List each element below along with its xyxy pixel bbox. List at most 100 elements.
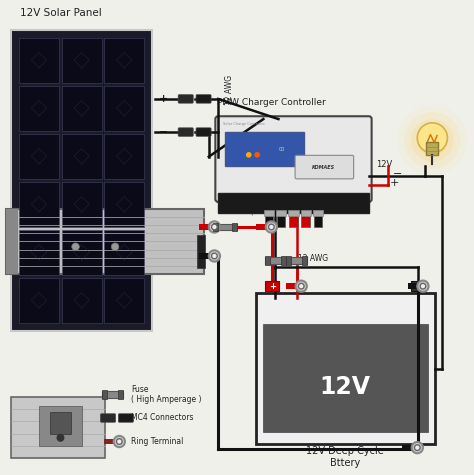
Circle shape: [420, 284, 426, 289]
Circle shape: [72, 243, 79, 250]
Bar: [265, 211, 273, 228]
Bar: [62, 278, 101, 323]
Bar: [263, 323, 428, 432]
FancyBboxPatch shape: [118, 414, 134, 422]
Bar: [39, 406, 82, 446]
Bar: [301, 211, 310, 228]
Bar: [19, 278, 59, 323]
Bar: [19, 230, 59, 275]
Bar: [6, 209, 18, 275]
Text: 12 AWG: 12 AWG: [298, 254, 328, 263]
Bar: [19, 86, 59, 131]
Bar: [104, 439, 115, 444]
Bar: [286, 284, 297, 289]
Circle shape: [417, 125, 447, 155]
Bar: [402, 445, 412, 450]
Text: −: −: [392, 169, 402, 179]
Bar: [286, 256, 291, 265]
Bar: [50, 412, 71, 434]
Bar: [264, 210, 274, 216]
Circle shape: [255, 152, 260, 158]
Text: +: +: [390, 178, 400, 188]
Bar: [289, 211, 298, 228]
Circle shape: [211, 224, 217, 230]
Bar: [19, 133, 59, 179]
Bar: [426, 142, 438, 155]
Text: Fuse
( High Amperage ): Fuse ( High Amperage ): [131, 385, 201, 404]
Circle shape: [117, 439, 122, 444]
FancyBboxPatch shape: [100, 414, 116, 422]
Bar: [104, 86, 144, 131]
Bar: [104, 133, 144, 179]
Circle shape: [209, 250, 220, 262]
Bar: [102, 390, 107, 399]
Text: 12 AWG: 12 AWG: [225, 75, 234, 105]
Bar: [314, 211, 322, 228]
Bar: [277, 211, 285, 228]
Bar: [411, 281, 425, 291]
Circle shape: [246, 152, 252, 158]
Bar: [6, 209, 204, 275]
Bar: [225, 132, 303, 166]
Bar: [213, 223, 218, 231]
Bar: [265, 257, 286, 264]
FancyBboxPatch shape: [178, 128, 193, 136]
Bar: [11, 29, 152, 331]
Text: 00: 00: [279, 147, 285, 152]
Bar: [104, 278, 144, 323]
Bar: [11, 397, 105, 458]
FancyBboxPatch shape: [178, 95, 193, 103]
Bar: [276, 210, 286, 216]
Bar: [286, 257, 307, 264]
Bar: [408, 284, 418, 289]
Circle shape: [417, 123, 447, 153]
Circle shape: [111, 243, 119, 250]
Circle shape: [211, 253, 217, 259]
Bar: [200, 253, 210, 259]
Text: PMW Charger Controller: PMW Charger Controller: [217, 98, 325, 107]
Bar: [62, 230, 101, 275]
Bar: [104, 230, 144, 275]
Text: −: −: [159, 127, 169, 137]
Text: +: +: [159, 94, 169, 104]
Circle shape: [411, 119, 454, 162]
Bar: [256, 224, 267, 230]
Bar: [213, 224, 237, 230]
Text: 12V Solar Panel: 12V Solar Panel: [19, 8, 101, 18]
Text: 12V Power Inverter: 12V Power Inverter: [17, 280, 103, 289]
Circle shape: [299, 284, 304, 289]
Text: Solar Charge Controller: Solar Charge Controller: [223, 122, 265, 126]
Bar: [19, 38, 59, 83]
FancyBboxPatch shape: [196, 128, 211, 136]
Text: Ring Terminal: Ring Terminal: [131, 437, 183, 446]
Bar: [104, 181, 144, 227]
Text: KOMAES: KOMAES: [312, 165, 335, 170]
Bar: [218, 192, 369, 213]
Bar: [313, 210, 323, 216]
Circle shape: [114, 436, 125, 447]
Text: −: −: [415, 282, 422, 291]
Circle shape: [56, 434, 64, 442]
Text: +: +: [269, 282, 276, 291]
FancyBboxPatch shape: [196, 95, 211, 103]
Bar: [281, 256, 286, 265]
Bar: [104, 38, 144, 83]
Bar: [62, 181, 101, 227]
Circle shape: [417, 281, 428, 292]
Bar: [256, 293, 435, 444]
Bar: [265, 281, 279, 291]
Bar: [288, 210, 299, 216]
Circle shape: [269, 224, 274, 230]
Text: AWG depends on the size of the
Inverter(usually ≥ 4 AWG): AWG depends on the size of the Inverter(…: [223, 202, 335, 215]
FancyBboxPatch shape: [215, 116, 372, 202]
Circle shape: [397, 105, 468, 176]
Bar: [62, 38, 101, 83]
Circle shape: [404, 112, 461, 169]
Circle shape: [414, 445, 420, 450]
Bar: [302, 256, 307, 265]
Bar: [62, 133, 101, 179]
Bar: [197, 235, 205, 268]
Bar: [301, 210, 311, 216]
Circle shape: [266, 221, 277, 233]
Text: 12V: 12V: [376, 160, 392, 169]
